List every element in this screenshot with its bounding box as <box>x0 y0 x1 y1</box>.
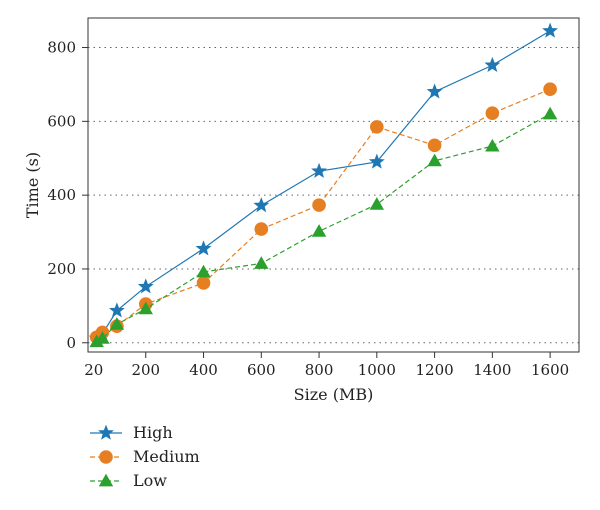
data-point-medium <box>196 276 211 290</box>
legend: High Medium Low <box>90 423 200 490</box>
data-point-medium <box>254 222 269 236</box>
legend-label-low: Low <box>133 471 167 490</box>
axis-ticks: 0 200 400 600 800 200 400 600 800 1000 1200 1400 160… <box>47 39 569 379</box>
legend-item-medium: Medium <box>90 447 200 466</box>
data-point-medium <box>543 82 557 97</box>
data-point-high <box>311 162 327 178</box>
data-point-high <box>195 240 212 256</box>
legend-label-medium: Medium <box>133 447 200 466</box>
data-point-high <box>542 22 559 38</box>
x-axis-title: Size (MB) <box>294 385 374 404</box>
data-point-low <box>138 301 153 315</box>
y-tick-label: 800 <box>47 39 76 57</box>
data-point-low <box>369 197 385 210</box>
x-tick-label: 1400 <box>473 361 511 379</box>
data-point-low <box>311 224 327 237</box>
legend-marker-medium <box>99 450 113 464</box>
x-tick-label: 400 <box>189 361 218 379</box>
series-line-medium <box>96 88 551 338</box>
legend-marker-low <box>98 473 114 487</box>
data-point-low <box>109 317 125 330</box>
x-tick-label: 800 <box>305 361 334 379</box>
data-point-medium <box>370 120 384 134</box>
y-tick-label: 200 <box>47 260 76 278</box>
data-point-high <box>108 302 125 318</box>
plot-frame <box>87 17 580 353</box>
data-point-low <box>196 264 211 278</box>
data-point-medium <box>312 198 326 212</box>
series-low <box>89 106 558 348</box>
data-point-low <box>542 106 558 120</box>
data-point-low <box>95 331 110 344</box>
y-tick-label: 0 <box>66 334 76 352</box>
series-layer <box>88 22 559 348</box>
series-high <box>88 22 559 346</box>
x-tick-label: 600 <box>247 361 276 379</box>
data-point-medium <box>427 138 442 153</box>
legend-marker-high <box>98 424 114 440</box>
data-point-high <box>484 56 501 72</box>
data-point-high <box>137 278 154 294</box>
data-point-high <box>368 153 385 169</box>
x-tick-label: 1200 <box>415 361 453 379</box>
y-tick-label: 400 <box>47 186 76 204</box>
data-point-medium <box>485 106 500 121</box>
x-tick-label: 1000 <box>358 361 396 379</box>
data-point-low <box>485 138 500 152</box>
y-tick-label: 600 <box>47 112 76 130</box>
legend-item-low: Low <box>90 471 167 490</box>
legend-label-high: High <box>133 423 173 442</box>
series-line-high <box>96 30 551 339</box>
data-point-high <box>426 83 443 99</box>
x-tick-label: 1600 <box>531 361 569 379</box>
data-point-low <box>427 153 442 167</box>
legend-item-high: High <box>90 423 173 442</box>
series-line-low <box>96 113 551 343</box>
x-tick-label: 200 <box>131 361 160 379</box>
y-axis-title: Time (s) <box>23 152 42 218</box>
data-point-low <box>254 256 269 269</box>
data-point-high <box>253 197 270 213</box>
x-tick-label: 20 <box>84 361 103 379</box>
data-point-low <box>89 334 104 348</box>
